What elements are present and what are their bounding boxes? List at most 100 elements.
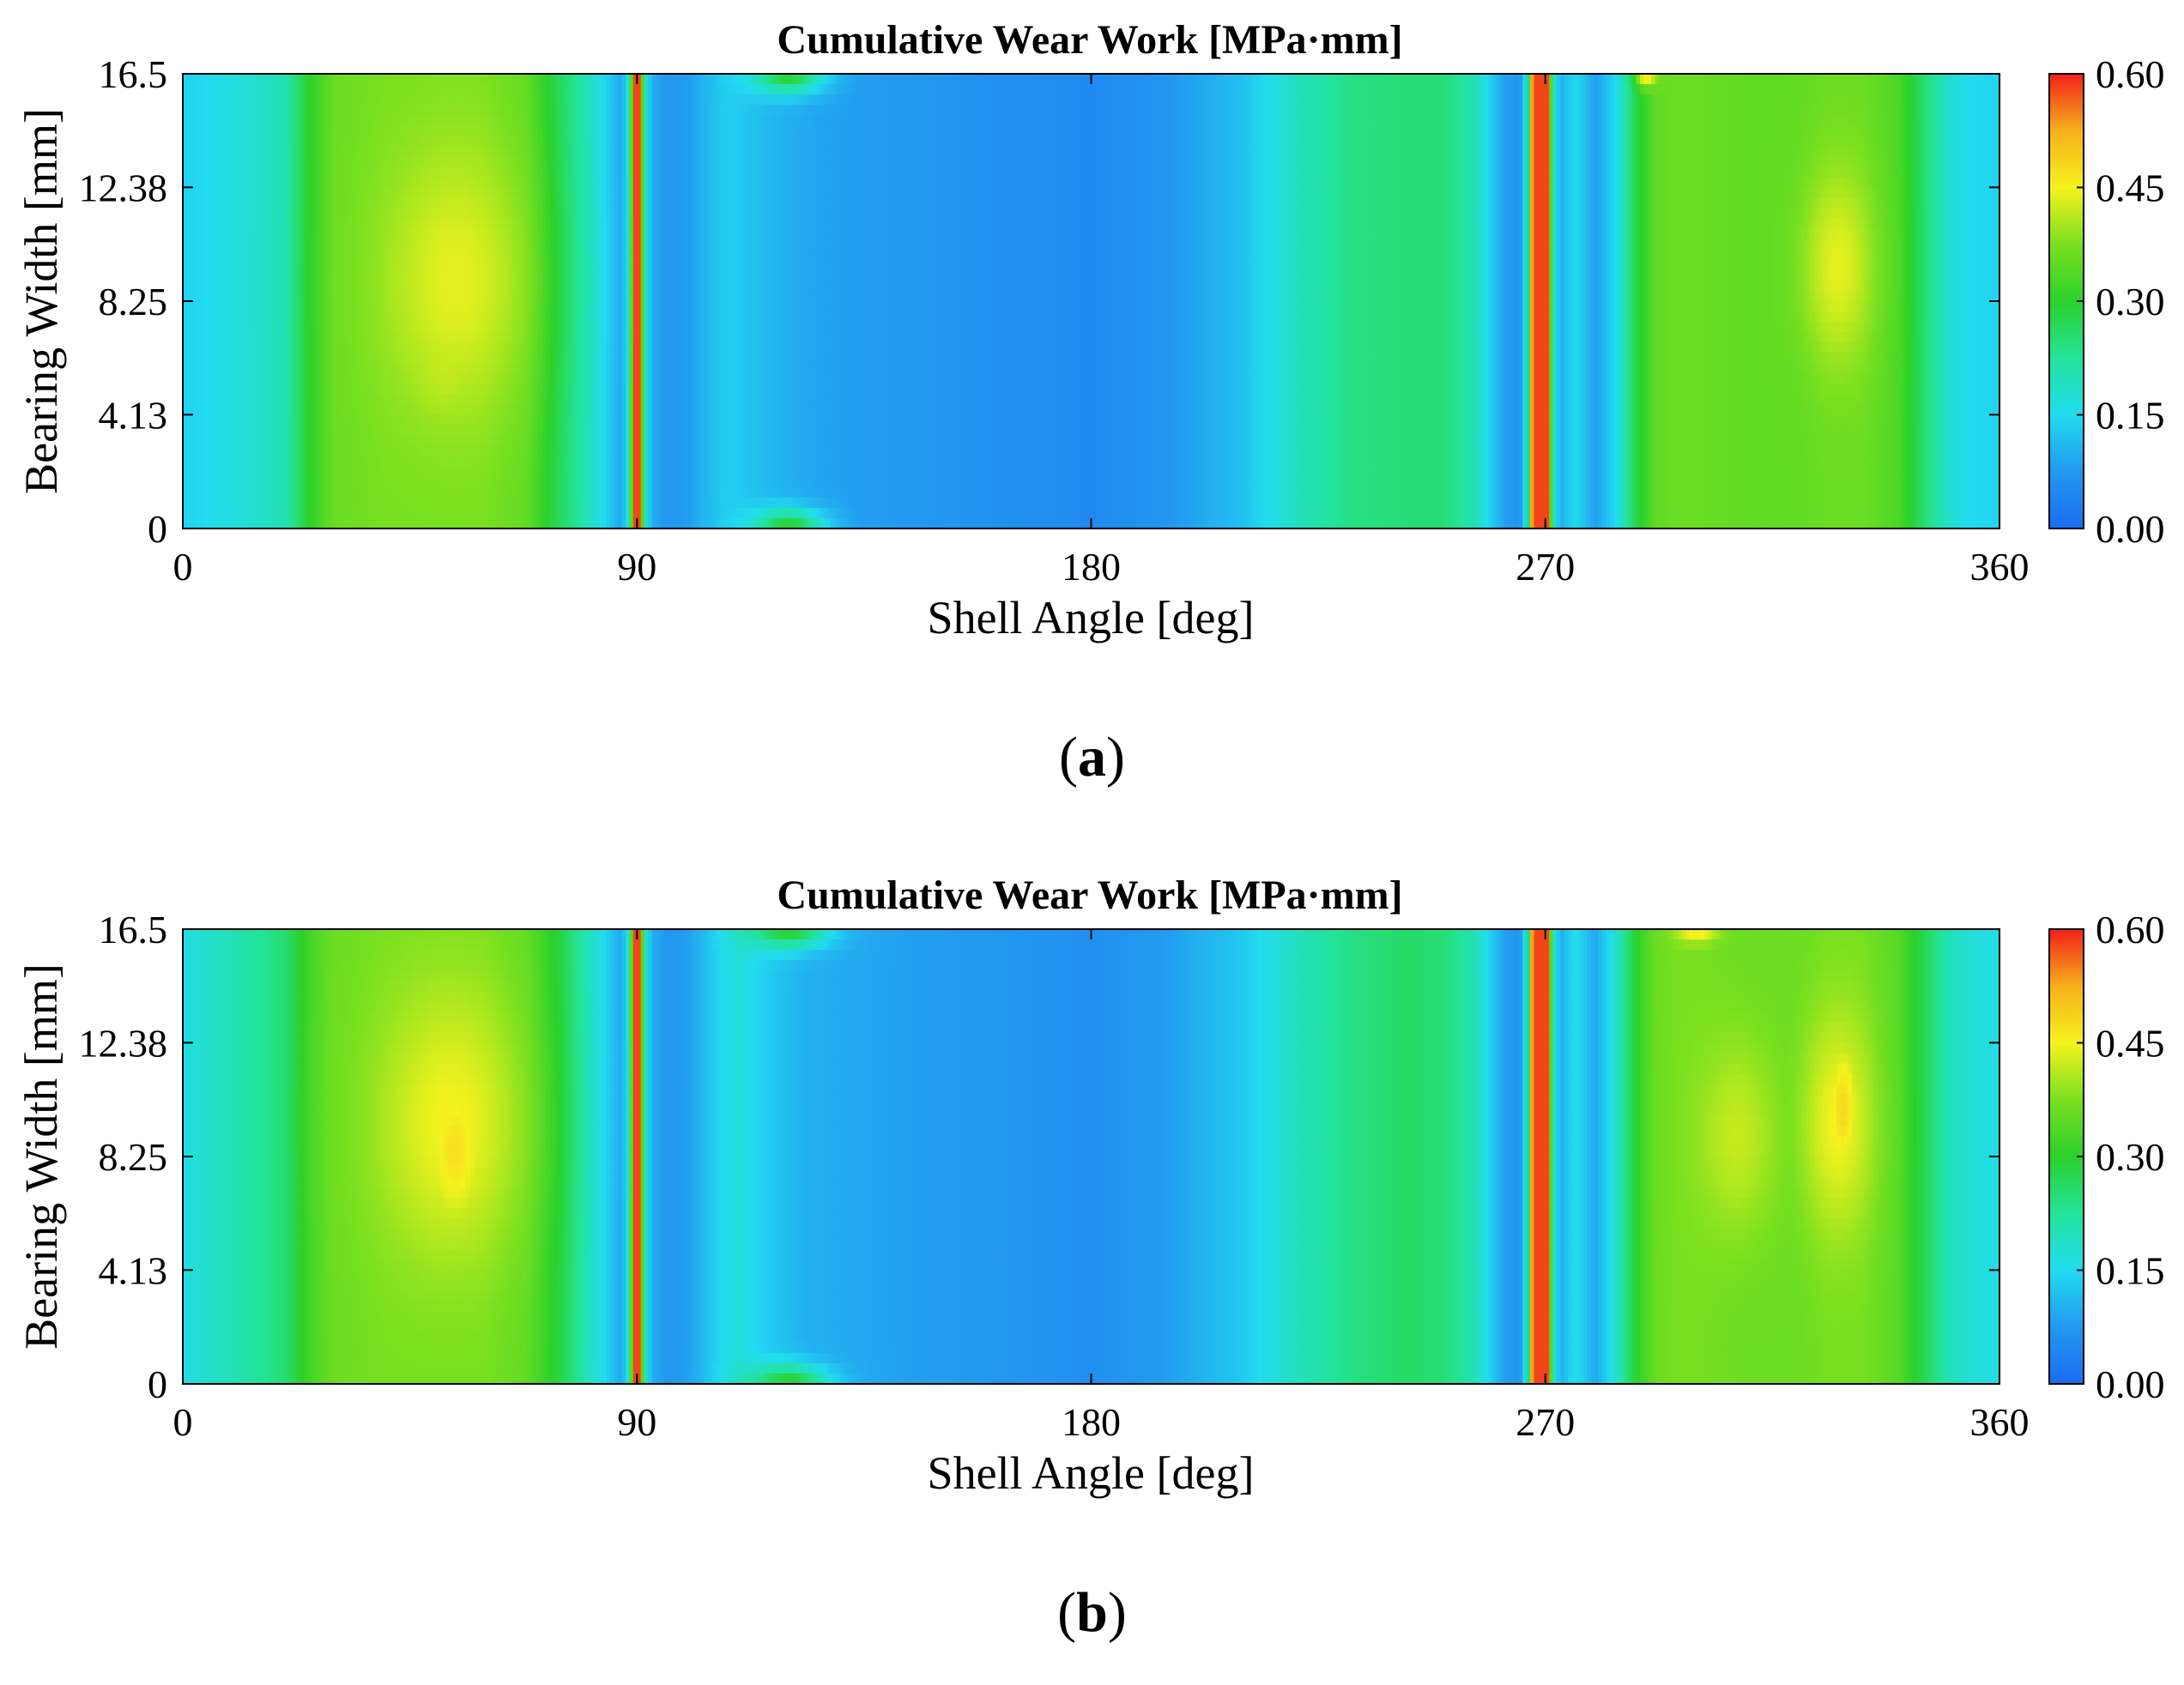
heatmap-cell bbox=[1783, 136, 1788, 147]
heatmap-cell bbox=[739, 84, 744, 95]
heatmap-cell bbox=[1193, 74, 1198, 85]
heatmap-cell bbox=[1053, 136, 1058, 147]
heatmap-cell bbox=[1348, 125, 1353, 136]
heatmap-cell bbox=[1144, 115, 1149, 126]
heatmap-cell bbox=[246, 156, 251, 168]
heatmap-cell bbox=[1794, 115, 1800, 126]
heatmap-cell bbox=[1598, 156, 1603, 168]
heatmap-cell bbox=[1367, 166, 1372, 178]
heatmap-cell bbox=[1832, 136, 1837, 147]
heatmap-cell bbox=[753, 115, 759, 126]
heatmap-cell bbox=[875, 146, 880, 157]
heatmap-cell bbox=[1753, 94, 1758, 106]
heatmap-cell bbox=[959, 105, 964, 116]
heatmap-cell bbox=[1942, 125, 1947, 136]
heatmap-cell bbox=[232, 156, 237, 168]
heatmap-cell bbox=[194, 84, 199, 95]
heatmap-cell bbox=[1488, 105, 1493, 116]
heatmap-cell bbox=[1499, 84, 1504, 95]
heatmap-cell bbox=[1840, 146, 1845, 157]
heatmap-cell bbox=[1136, 84, 1141, 95]
heatmap-cell bbox=[1466, 74, 1471, 85]
heatmap-cell bbox=[285, 84, 290, 95]
heatmap-cell bbox=[541, 74, 547, 85]
heatmap-cell bbox=[882, 94, 887, 106]
heatmap-cell bbox=[364, 74, 369, 85]
heatmap-cell bbox=[924, 156, 929, 168]
heatmap-cell bbox=[1492, 94, 1497, 106]
heatmap-cell bbox=[1794, 105, 1800, 116]
heatmap-cell bbox=[977, 84, 983, 95]
heatmap-cell bbox=[1715, 115, 1721, 126]
heatmap-cell bbox=[1802, 84, 1807, 95]
heatmap-cell bbox=[773, 84, 778, 95]
heatmap-cell bbox=[1091, 74, 1096, 85]
heatmap-cell bbox=[285, 177, 290, 189]
heatmap-cell bbox=[1685, 146, 1690, 157]
heatmap-cell bbox=[383, 74, 388, 85]
heatmap-cell bbox=[447, 125, 452, 136]
heatmap-cell bbox=[1322, 125, 1327, 136]
heatmap-cell bbox=[326, 177, 331, 189]
heatmap-cell bbox=[1064, 94, 1069, 106]
heatmap-cell bbox=[1144, 84, 1149, 95]
heatmap-cell bbox=[599, 166, 604, 178]
heatmap-cell bbox=[1859, 125, 1864, 136]
heatmap-cell bbox=[1965, 74, 1970, 85]
heatmap-cell bbox=[1530, 94, 1535, 106]
heatmap-cell bbox=[202, 166, 207, 178]
heatmap-cell bbox=[1144, 166, 1149, 178]
heatmap-cell bbox=[1223, 156, 1228, 168]
heatmap-cell bbox=[1053, 74, 1058, 85]
heatmap-cell bbox=[326, 115, 331, 126]
heatmap-cell bbox=[894, 84, 899, 95]
heatmap-cell bbox=[360, 125, 366, 136]
heatmap-cell bbox=[535, 136, 540, 147]
heatmap-cell bbox=[224, 94, 229, 106]
heatmap-cell bbox=[1364, 74, 1369, 85]
heatmap-cell bbox=[1428, 105, 1433, 116]
heatmap-cell bbox=[546, 74, 551, 85]
heatmap-cell bbox=[1345, 94, 1350, 106]
heatmap-cell bbox=[860, 125, 865, 136]
heatmap-cell bbox=[1007, 156, 1013, 168]
heatmap-cell bbox=[546, 84, 551, 95]
heatmap-cell bbox=[375, 156, 380, 168]
heatmap-cell bbox=[1049, 166, 1054, 178]
heatmap-cell bbox=[500, 94, 505, 106]
heatmap-cell bbox=[1276, 125, 1281, 136]
heatmap-cell bbox=[584, 125, 589, 136]
heatmap-cell bbox=[863, 115, 868, 126]
heatmap-cell bbox=[1364, 115, 1369, 126]
heatmap-cell bbox=[342, 115, 347, 126]
heatmap-cell bbox=[337, 125, 342, 136]
heatmap-cell bbox=[1193, 115, 1198, 126]
heatmap-cell bbox=[202, 74, 207, 85]
heatmap-cell bbox=[932, 146, 937, 157]
heatmap-cell bbox=[447, 105, 452, 116]
heatmap-cell bbox=[337, 105, 342, 116]
heatmap-cell bbox=[882, 115, 887, 126]
heatmap-cell bbox=[360, 136, 366, 147]
heatmap-cell bbox=[1370, 105, 1376, 116]
heatmap-cell bbox=[690, 156, 695, 168]
heatmap-cell bbox=[1166, 146, 1171, 157]
heatmap-cell bbox=[1113, 136, 1118, 147]
heatmap-cell bbox=[663, 94, 669, 106]
heatmap-cell bbox=[1284, 146, 1289, 157]
heatmap-cell bbox=[1386, 74, 1391, 85]
heatmap-cell bbox=[868, 146, 873, 157]
heatmap-cell bbox=[224, 146, 229, 157]
heatmap-cell bbox=[1976, 105, 1981, 116]
heatmap-cell bbox=[788, 115, 793, 126]
heatmap-cell bbox=[1643, 156, 1649, 168]
heatmap-cell bbox=[398, 74, 403, 85]
heatmap-cell bbox=[799, 146, 804, 157]
heatmap-cell bbox=[1439, 84, 1444, 95]
heatmap-cell bbox=[985, 105, 990, 116]
heatmap-cell bbox=[1007, 105, 1013, 116]
heatmap-cell bbox=[1064, 84, 1069, 95]
heatmap-cell bbox=[1522, 84, 1528, 95]
heatmap-cell bbox=[307, 136, 312, 147]
heatmap-cell bbox=[1431, 125, 1437, 136]
